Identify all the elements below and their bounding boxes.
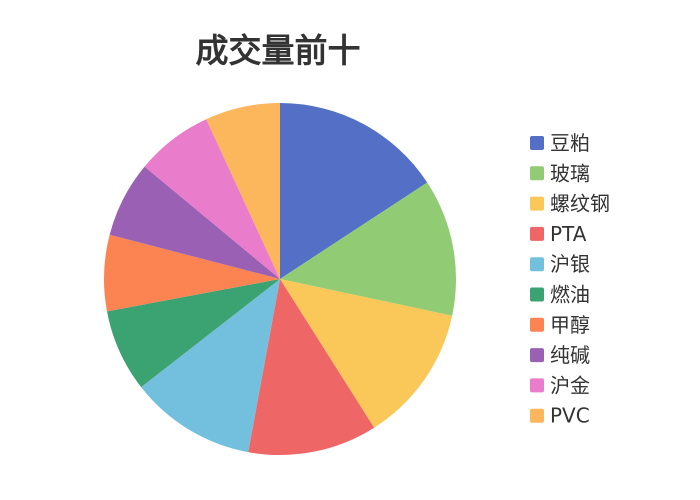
pie-slice-纯碱[interactable]: [109, 166, 280, 279]
pie-slice-PTA[interactable]: [248, 279, 375, 455]
legend-marker[interactable]: [530, 378, 544, 393]
legend-label[interactable]: PVC: [550, 404, 590, 428]
legend-label[interactable]: 燃油: [550, 283, 590, 307]
legend-label[interactable]: 豆粕: [550, 131, 590, 155]
legend-marker[interactable]: [530, 257, 544, 272]
legend-label[interactable]: 甲醇: [550, 313, 590, 337]
pie-slice-沪银[interactable]: [141, 279, 280, 453]
legend-marker[interactable]: [530, 348, 544, 363]
legend-marker[interactable]: [530, 196, 544, 211]
legend-label[interactable]: 玻璃: [550, 161, 590, 185]
pie-slice-豆粕[interactable]: [280, 103, 428, 279]
legend-label[interactable]: PTA: [550, 222, 587, 246]
pie-slice-PVC[interactable]: [206, 103, 280, 279]
pie-slice-燃油[interactable]: [107, 279, 280, 388]
legend-marker[interactable]: [530, 136, 544, 150]
legend-marker[interactable]: [530, 317, 544, 332]
legend-marker[interactable]: [530, 166, 544, 181]
legend-marker[interactable]: [530, 408, 544, 423]
legend-label[interactable]: 沪银: [550, 252, 590, 276]
legend-label[interactable]: 沪金: [550, 373, 590, 397]
legend-label[interactable]: 纯碱: [550, 343, 590, 367]
legend-marker[interactable]: [530, 287, 544, 302]
pie-slice-螺纹钢[interactable]: [280, 279, 453, 428]
pie-slice-甲醇[interactable]: [103, 234, 280, 312]
legend-label[interactable]: 螺纹钢: [550, 192, 610, 216]
chart-title: 成交量前十: [195, 31, 361, 70]
legend-marker[interactable]: [530, 226, 544, 241]
pie-slice-玻璃[interactable]: [280, 182, 456, 316]
pie-slice-沪金[interactable]: [144, 119, 280, 280]
